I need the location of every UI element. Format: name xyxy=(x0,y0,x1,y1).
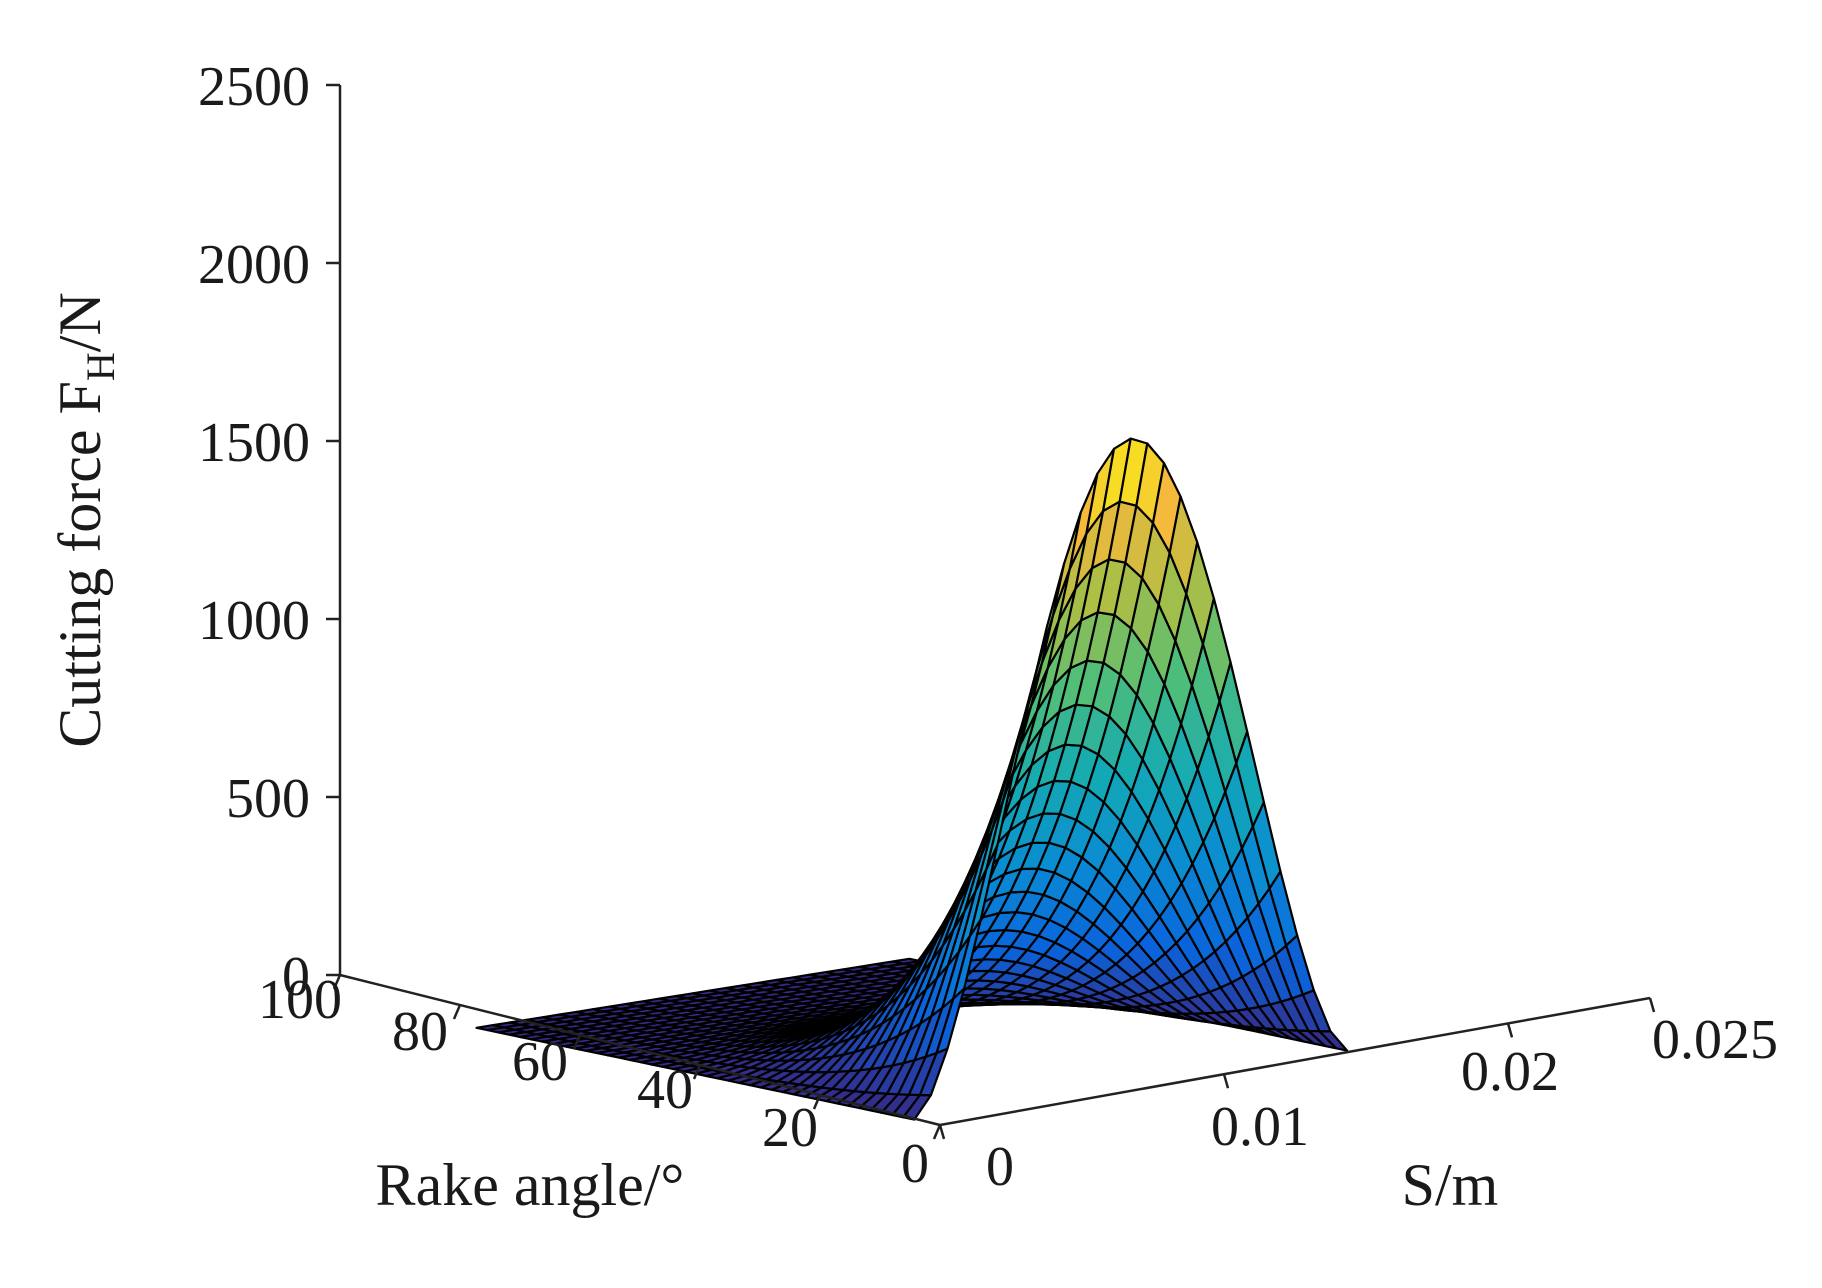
angle-tick-label: 80 xyxy=(392,1001,448,1063)
s-axis-tick xyxy=(938,1124,946,1140)
angle-axis-title: Rake angle/° xyxy=(376,1152,685,1218)
s-axis-title: S/m xyxy=(1402,1152,1499,1218)
angle-axis-tick xyxy=(932,1124,942,1140)
angle-tick-label: 100 xyxy=(258,969,342,1031)
angle-axis-tick xyxy=(572,1034,582,1050)
angle-axis-tick xyxy=(332,974,342,990)
angle-axis-tick xyxy=(692,1064,702,1080)
z-tick-label: 1000 xyxy=(198,590,310,652)
z-tick-label: 1500 xyxy=(198,412,310,474)
s-axis-line xyxy=(939,996,1651,1127)
angle-tick-label: 40 xyxy=(637,1059,693,1121)
angle-axis-tick xyxy=(812,1094,822,1110)
z-tick-label: 2000 xyxy=(198,234,310,296)
z-tick-label: 0 xyxy=(282,946,310,1008)
angle-tick-label: 20 xyxy=(762,1097,818,1159)
s-axis-tick xyxy=(1648,997,1656,1013)
axis-labels: Cutting force FH/N Rake angle/° S/m xyxy=(47,292,1498,1218)
s-axis-tick xyxy=(1506,1023,1514,1038)
z-tick-label: 2500 xyxy=(198,56,310,118)
surface-mesh xyxy=(475,437,1349,1121)
z-axis-title: Cutting force FH/N xyxy=(47,292,123,748)
surface-patch xyxy=(1318,1030,1349,1052)
s-axis-tick xyxy=(1222,1073,1230,1089)
s-tick-label: 0.01 xyxy=(1211,1096,1309,1158)
angle-tick-label: 60 xyxy=(512,1031,568,1093)
s-tick-label: 0.02 xyxy=(1461,1041,1559,1103)
s-tick-label: 0.025 xyxy=(1652,1009,1778,1071)
z-tick-label: 500 xyxy=(226,768,310,830)
angle-axis-tick xyxy=(452,1004,462,1020)
s-tick-label: 0 xyxy=(986,1136,1014,1198)
angle-tick-label: 0 xyxy=(901,1133,929,1195)
angle-axis-line xyxy=(339,973,941,1127)
axes: 0500100015002000250002040608010000.010.0… xyxy=(198,56,1778,1198)
